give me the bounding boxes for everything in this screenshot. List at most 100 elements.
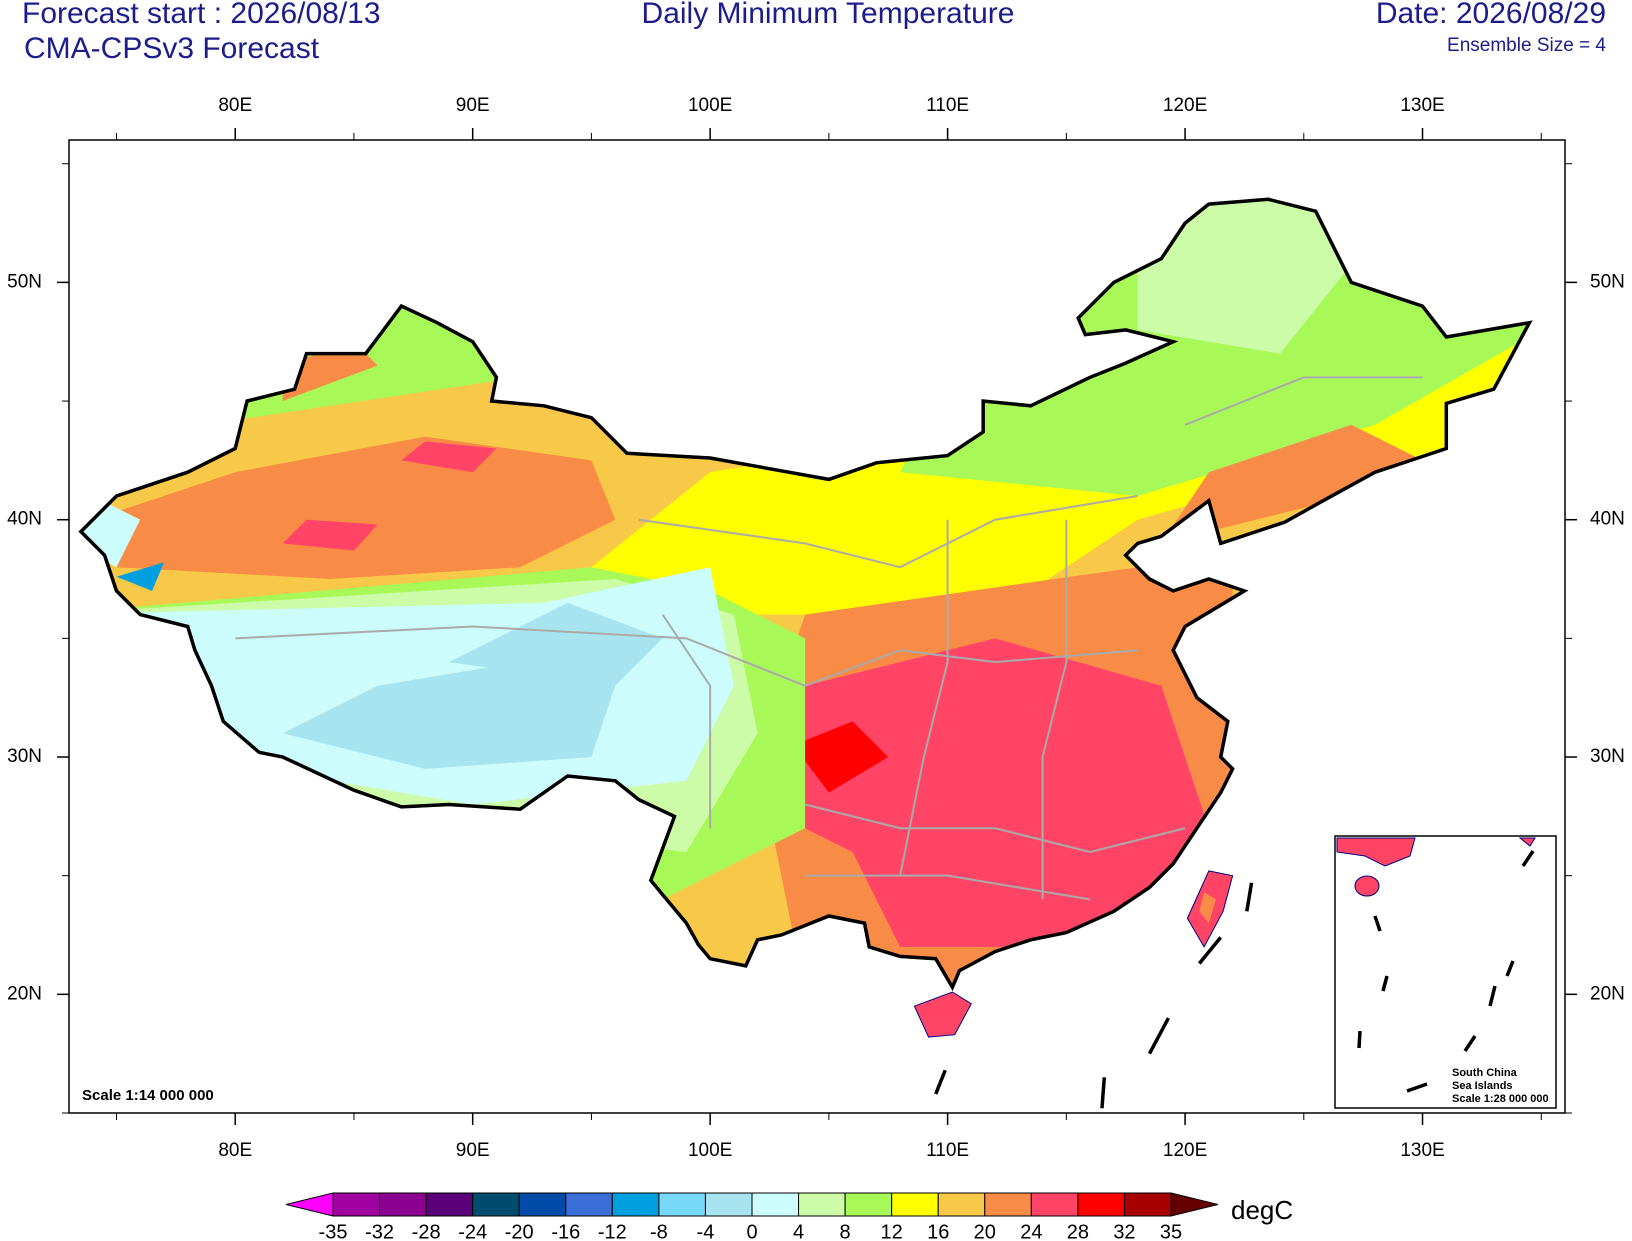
dash-line [1100, 1077, 1107, 1109]
lon-label-top: 100E [688, 95, 732, 116]
temperature-region [282, 662, 616, 769]
colorbar-label: 24 [1020, 1221, 1042, 1241]
colorbar-box [891, 1192, 939, 1217]
colorbar-label: 35 [1160, 1221, 1182, 1241]
temperature-region [282, 519, 378, 551]
province-border [638, 494, 1138, 569]
inset-label: South China [1452, 1067, 1518, 1079]
inset-coast [1336, 837, 1416, 867]
colorbar-box [1077, 1192, 1125, 1217]
lat-label-left: 20N [7, 983, 42, 1004]
ensemble-size: Ensemble Size = 4 [1447, 35, 1606, 56]
lon-label-bottom: 100E [688, 1140, 732, 1161]
lon-label-bottom: 110E [926, 1140, 969, 1161]
colorbar-box [425, 1192, 474, 1217]
inset-label: Scale 1:28 000 000 [1452, 1093, 1549, 1105]
colorbar-box [984, 1192, 1032, 1217]
colorbar-label: -32 [365, 1221, 394, 1241]
temperature-region [757, 638, 1209, 947]
colorbar-unit: degC [1231, 1195, 1293, 1225]
inset-dash [1488, 985, 1497, 1007]
forecast-start: Forecast start : 2026/08/13 [22, 0, 381, 30]
province-border [804, 803, 1186, 853]
date: Date: 2026/08/29 [1376, 0, 1606, 30]
map: 80E 80E 90E 90E 100E 100E 110E 110E 120E 120E 130E… [7, 95, 1625, 1161]
inset-dash [1381, 975, 1389, 992]
colorbar-label: -28 [412, 1221, 441, 1241]
colorbar-label: 16 [927, 1221, 949, 1241]
hainan [913, 991, 972, 1038]
colorbar-label: 8 [840, 1221, 851, 1241]
colorbar-box [658, 1192, 706, 1217]
province-border [899, 519, 949, 876]
province-border [1041, 519, 1068, 900]
colorbar-arrow-low [285, 1192, 334, 1217]
colorbar-box [751, 1192, 800, 1217]
inset-coast [1518, 837, 1536, 847]
colorbar-box [1030, 1192, 1079, 1217]
temperature-region [448, 602, 663, 686]
colorbar: -35 -32 -28 -24 -20 -16 -12 -8 -4 0 4 8 12 16 20 24 28 32… [285, 1192, 1293, 1241]
temperature-region [793, 721, 889, 793]
lon-label-top: 110E [926, 95, 969, 116]
colorbar-box [704, 1192, 753, 1217]
colorbar-box [518, 1192, 567, 1217]
inset-dash [1521, 850, 1535, 867]
colorbar-label: -4 [697, 1221, 715, 1241]
title: Daily Minimum Temperature [642, 0, 1015, 30]
temperature-region [1161, 424, 1447, 544]
dash-line [1147, 1017, 1170, 1055]
colorbar-label: 12 [881, 1221, 903, 1241]
colorbar-label: -12 [598, 1221, 627, 1241]
temperature-region [92, 436, 616, 579]
inset-dash [1463, 1035, 1477, 1052]
colorbar-box [1123, 1192, 1172, 1217]
inset-dash [1357, 1030, 1362, 1049]
colorbar-label: -8 [650, 1221, 668, 1241]
colorbar-box [937, 1192, 986, 1217]
dash-line [1245, 882, 1254, 912]
dash-line [934, 1069, 947, 1095]
lat-label-left: 30N [7, 746, 42, 767]
colorbar-label: -20 [505, 1221, 534, 1241]
colorbar-label: -16 [551, 1221, 580, 1241]
temperature-region [401, 441, 497, 473]
inset-dash [1373, 915, 1382, 932]
colorbar-label: 28 [1067, 1221, 1089, 1241]
lon-label-bottom: 90E [456, 1140, 490, 1161]
model-name: CMA-CPSv3 Forecast [24, 32, 320, 65]
taiwan-core [1199, 892, 1216, 924]
colorbar-box [379, 1192, 427, 1217]
lon-label-top: 90E [456, 95, 490, 116]
temperature-region [282, 341, 378, 401]
lat-label-right: 30N [1590, 746, 1625, 767]
map-scale: Scale 1:14 000 000 [82, 1087, 214, 1104]
temperature-region [116, 562, 164, 591]
colorbar-box [844, 1192, 893, 1217]
lon-label-bottom: 80E [218, 1140, 252, 1161]
colorbar-label: 0 [746, 1221, 757, 1241]
lat-label-right: 50N [1590, 271, 1625, 292]
colorbar-label: 20 [974, 1221, 996, 1241]
colorbar-box [611, 1192, 660, 1217]
dash-line [1197, 936, 1223, 965]
colorbar-box [332, 1192, 381, 1217]
lon-label-top: 130E [1400, 95, 1444, 116]
colorbar-box [565, 1192, 613, 1217]
lon-label-top: 120E [1163, 95, 1207, 116]
inset-dash [1406, 1082, 1428, 1093]
colorbar-label: -24 [458, 1221, 487, 1241]
colorbar-label: 4 [793, 1221, 804, 1241]
lat-label-right: 40N [1590, 509, 1625, 530]
colorbar-arrow-high [1170, 1192, 1219, 1217]
lon-label-top: 80E [218, 95, 252, 116]
province-border [1184, 376, 1423, 426]
map-frame [68, 139, 1566, 1114]
inset-dash [1505, 960, 1515, 977]
province-border [661, 614, 712, 829]
province-border [235, 625, 1138, 687]
colorbar-label: -35 [319, 1221, 348, 1241]
lon-label-bottom: 120E [1163, 1140, 1207, 1161]
inset-label: Sea Islands [1452, 1080, 1513, 1092]
